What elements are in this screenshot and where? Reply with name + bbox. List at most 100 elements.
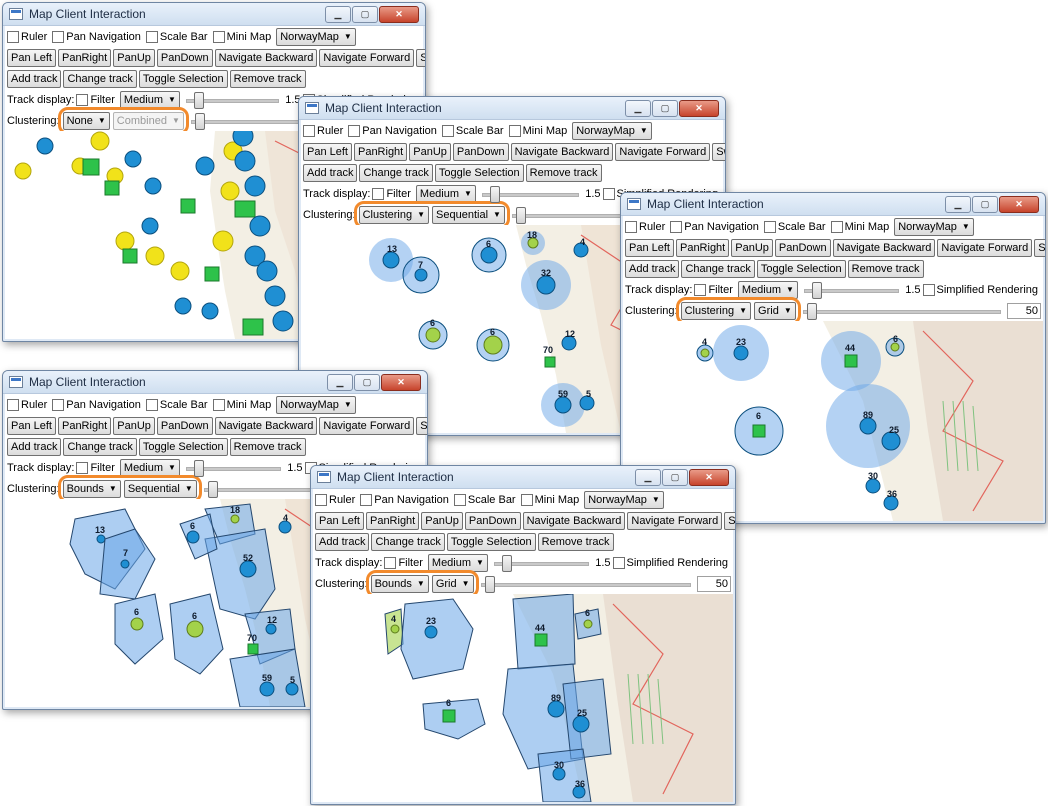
slider-thumb[interactable] bbox=[489, 185, 500, 203]
cluster-marker[interactable] bbox=[247, 643, 259, 655]
navigate-backward-button[interactable]: Navigate Backward bbox=[522, 511, 626, 530]
cluster-marker[interactable] bbox=[881, 431, 901, 451]
switch-grid-button[interactable]: Switch Grid! bbox=[712, 142, 725, 161]
cluster-bounds[interactable] bbox=[400, 598, 474, 680]
toggle-selection-button[interactable]: Toggle Selection bbox=[434, 163, 524, 182]
cluster-marker[interactable] bbox=[579, 395, 595, 411]
cluster-bounds[interactable] bbox=[204, 528, 276, 620]
maximize-button[interactable]: ▢ bbox=[972, 195, 998, 213]
cluster-marker[interactable] bbox=[239, 560, 257, 578]
cluster-marker[interactable] bbox=[583, 619, 593, 629]
track-marker[interactable] bbox=[82, 158, 100, 176]
add-track-button[interactable]: Add track bbox=[625, 259, 680, 278]
pan-down-button[interactable]: PanDown bbox=[156, 416, 213, 435]
pan-right-button[interactable]: PanRight bbox=[365, 511, 420, 530]
cluster-marker[interactable] bbox=[554, 396, 572, 414]
cluster-marker[interactable] bbox=[859, 417, 877, 435]
pan-navigation-checkbox[interactable]: Pan Navigation bbox=[52, 398, 141, 411]
track-marker[interactable] bbox=[115, 231, 135, 251]
simplified-rendering-checkbox[interactable]: Simplified Rendering bbox=[922, 283, 1038, 296]
cluster-bounds[interactable] bbox=[229, 648, 306, 707]
map-select[interactable]: NorwayMap ▼ bbox=[894, 217, 974, 236]
track-marker[interactable] bbox=[195, 156, 215, 176]
pan-down-button[interactable]: PanDown bbox=[452, 142, 509, 161]
track-marker[interactable] bbox=[234, 150, 256, 172]
clustering-mode-select[interactable]: Bounds ▼ bbox=[62, 479, 121, 498]
track-slider[interactable] bbox=[481, 184, 580, 204]
cluster-marker[interactable] bbox=[527, 237, 539, 249]
pan-navigation-checkbox[interactable]: Pan Navigation bbox=[670, 220, 759, 233]
add-track-button[interactable]: Add track bbox=[315, 532, 370, 551]
track-marker[interactable] bbox=[264, 285, 286, 307]
navigate-forward-button[interactable]: Navigate Forward bbox=[319, 48, 415, 67]
clustering-mode-select[interactable]: Clustering ▼ bbox=[680, 301, 752, 320]
cluster-slider[interactable] bbox=[480, 574, 691, 594]
pan-left-button[interactable]: Pan Left bbox=[7, 48, 56, 67]
clustering-method-select[interactable]: Sequential ▼ bbox=[432, 205, 505, 224]
slider-thumb[interactable] bbox=[806, 302, 817, 320]
track-slider[interactable] bbox=[803, 280, 900, 300]
switch-grid-button[interactable]: Switch Grid! bbox=[1034, 238, 1045, 257]
cluster-slider[interactable] bbox=[802, 301, 1001, 321]
navigate-backward-button[interactable]: Navigate Backward bbox=[510, 142, 614, 161]
title-bar[interactable]: Map Client Interaction ▁ ▢ ✕ bbox=[621, 193, 1045, 216]
pan-down-button[interactable]: PanDown bbox=[774, 238, 831, 257]
toggle-selection-button[interactable]: Toggle Selection bbox=[138, 437, 228, 456]
slider-thumb[interactable] bbox=[811, 281, 822, 299]
scale-bar-checkbox[interactable]: Scale Bar bbox=[441, 124, 504, 137]
pan-up-button[interactable]: PanUp bbox=[421, 511, 463, 530]
simplified-rendering-checkbox[interactable]: Simplified Rendering bbox=[612, 556, 728, 569]
change-track-button[interactable]: Change track bbox=[63, 437, 137, 456]
scale-bar-checkbox[interactable]: Scale Bar bbox=[145, 30, 208, 43]
ruler-checkbox[interactable]: Ruler bbox=[315, 493, 355, 506]
close-button[interactable]: ✕ bbox=[381, 373, 421, 391]
maximize-button[interactable]: ▢ bbox=[652, 99, 678, 117]
cluster-marker[interactable] bbox=[442, 709, 456, 723]
pan-right-button[interactable]: PanRight bbox=[353, 142, 408, 161]
track-marker[interactable] bbox=[244, 175, 266, 197]
track-marker[interactable] bbox=[234, 200, 256, 218]
map-select[interactable]: NorwayMap ▼ bbox=[584, 490, 664, 509]
slider-thumb[interactable] bbox=[501, 554, 512, 572]
pan-left-button[interactable]: Pan Left bbox=[315, 511, 364, 530]
map-canvas[interactable]: 4 23 44 6 6 89 bbox=[313, 594, 733, 802]
cluster-slider[interactable] bbox=[511, 205, 681, 225]
map-select[interactable]: NorwayMap ▼ bbox=[276, 27, 356, 46]
scale-bar-checkbox[interactable]: Scale Bar bbox=[763, 220, 826, 233]
remove-track-button[interactable]: Remove track bbox=[229, 69, 306, 88]
track-marker[interactable] bbox=[212, 230, 234, 252]
cluster-marker[interactable] bbox=[534, 633, 548, 647]
map-area[interactable]: 4 23 44 6 6 89 25 bbox=[623, 321, 1043, 521]
pan-navigation-checkbox[interactable]: Pan Navigation bbox=[52, 30, 141, 43]
remove-track-button[interactable]: Remove track bbox=[847, 259, 924, 278]
cluster-marker[interactable] bbox=[890, 342, 900, 352]
cluster-marker[interactable] bbox=[844, 354, 858, 368]
track-display-select[interactable]: Medium ▼ bbox=[737, 280, 798, 299]
track-marker[interactable] bbox=[204, 266, 220, 282]
pan-right-button[interactable]: PanRight bbox=[675, 238, 730, 257]
slider-thumb[interactable] bbox=[207, 480, 218, 498]
cluster-marker[interactable] bbox=[572, 715, 590, 733]
pan-up-button[interactable]: PanUp bbox=[409, 142, 451, 161]
track-marker[interactable] bbox=[122, 248, 138, 264]
pan-up-button[interactable]: PanUp bbox=[731, 238, 773, 257]
close-button[interactable]: ✕ bbox=[999, 195, 1039, 213]
track-marker[interactable] bbox=[145, 246, 165, 266]
title-bar[interactable]: Map Client Interaction ▁ ▢ ✕ bbox=[299, 97, 725, 120]
ruler-checkbox[interactable]: Ruler bbox=[625, 220, 665, 233]
pan-left-button[interactable]: Pan Left bbox=[7, 416, 56, 435]
track-marker[interactable] bbox=[249, 215, 271, 237]
maximize-button[interactable]: ▢ bbox=[662, 468, 688, 486]
track-marker[interactable] bbox=[170, 261, 190, 281]
cluster-marker[interactable] bbox=[752, 424, 766, 438]
minimize-button[interactable]: ▁ bbox=[945, 195, 971, 213]
track-display-select[interactable]: Medium ▼ bbox=[415, 184, 476, 203]
cluster-marker[interactable] bbox=[733, 345, 749, 361]
filter-checkbox[interactable]: Filter bbox=[76, 93, 115, 106]
track-marker[interactable] bbox=[242, 318, 264, 336]
map-select[interactable]: NorwayMap ▼ bbox=[276, 395, 356, 414]
pan-right-button[interactable]: PanRight bbox=[57, 48, 112, 67]
title-bar[interactable]: Map Client Interaction ▁ ▢ ✕ bbox=[3, 371, 427, 394]
navigate-backward-button[interactable]: Navigate Backward bbox=[214, 416, 318, 435]
navigate-forward-button[interactable]: Navigate Forward bbox=[937, 238, 1033, 257]
